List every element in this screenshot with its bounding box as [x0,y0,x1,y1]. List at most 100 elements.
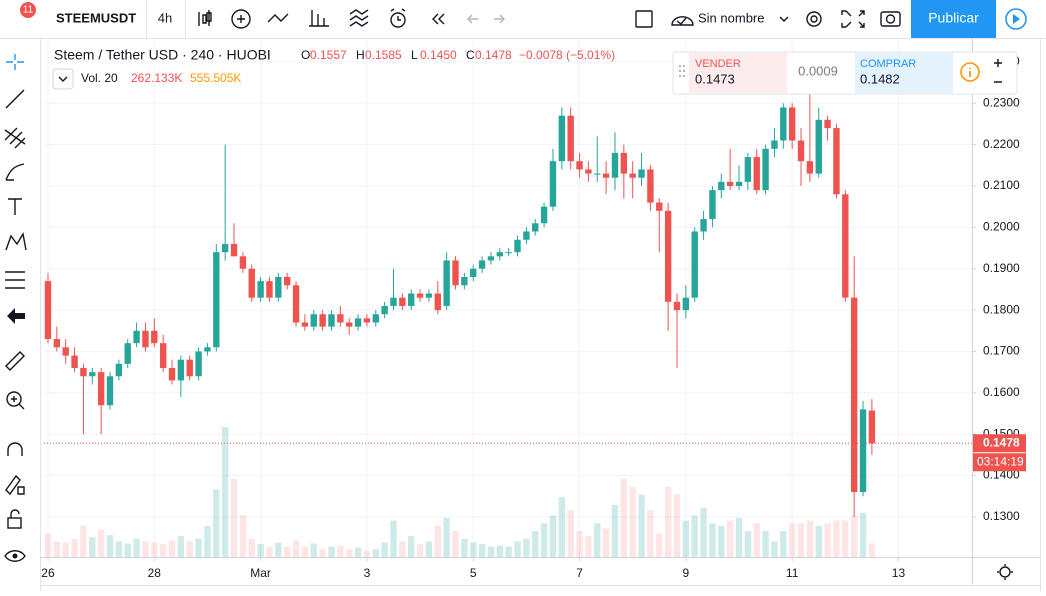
pattern-tool[interactable] [5,232,27,251]
volume-bar [319,549,326,557]
replay-icon[interactable] [432,13,445,25]
back-arrow[interactable] [7,308,25,324]
sell-price: 0.1473 [695,71,735,86]
volume-bar [452,531,459,557]
compare-icon[interactable] [267,13,289,23]
settings-gear[interactable] [999,566,1011,578]
stream-button[interactable] [1005,8,1027,30]
legend-toggle[interactable] [52,68,74,90]
cloud-icon[interactable] [671,16,694,26]
candle-body [656,202,663,211]
candle-body [248,268,255,298]
buy-label: COMPRAR [860,58,916,70]
candle-body [859,409,867,493]
snapshot-icon[interactable] [880,11,901,27]
alert-icon[interactable] [390,12,406,28]
lock-drawing-tool[interactable] [5,474,25,496]
candle-body [71,355,78,368]
x-tick-label: 13 [892,566,906,580]
brush-tool[interactable] [5,163,25,181]
candle-body [301,322,309,327]
prediction-tool[interactable] [5,271,25,289]
notification-badge[interactable] [20,2,36,18]
buy-button[interactable] [855,53,953,93]
templates-icon[interactable] [349,9,369,27]
axes: 0.13000.14000.15000.16000.17000.18000.19… [41,54,1026,580]
candle-body [567,115,574,162]
candle-body [824,119,831,129]
lock-tool[interactable] [7,517,22,529]
change: −0.0078 (−5.01%) [519,48,615,62]
x-tick-label: 5 [470,566,477,580]
magnet-tool[interactable] [7,442,23,456]
volume-bar [558,497,566,557]
volume-bar [673,494,681,557]
volume-bar [611,505,619,557]
buy-price: 0.1482 [860,71,900,86]
ohlc-key: C [466,48,475,62]
drag-handle[interactable] [679,65,685,77]
candle-body [381,305,388,315]
candle-body [496,252,503,257]
volume-bar [257,544,264,557]
alert-hands [390,8,406,21]
candle-body [292,285,300,323]
indicators-icon[interactable] [231,9,251,29]
candle-body [186,359,193,377]
dropdown-arrow[interactable] [779,16,789,22]
candle-body [461,276,468,286]
candle-body [523,231,530,240]
publish-label: Publicar [928,10,979,26]
volume-bar [505,546,512,557]
volume-bar [842,520,849,557]
interval[interactable]: 4h [158,10,172,25]
candle-body [673,301,681,311]
symbol[interactable]: STEEMUSDT [56,10,136,25]
candle-body [576,161,583,170]
candle-body [346,322,353,327]
candle-body [372,314,379,323]
fib-tool[interactable] [4,127,26,149]
volume-bar [470,542,477,557]
y-tick-label: 0.1600 [983,385,1020,399]
badge-count: 11 [23,5,34,16]
visibility-tool[interactable] [4,550,26,562]
zoom-buttons[interactable] [994,59,1002,83]
settings-icon[interactable] [806,11,822,27]
volume-bar [221,427,229,557]
y-tick-label: 0.2000 [983,220,1020,234]
volume-bar [850,515,858,557]
volume-bar [487,546,495,557]
spread: 0.0009 [798,63,838,78]
zoom-tool[interactable] [6,391,22,407]
undo-redo-icons[interactable] [467,14,505,24]
crosshair-tool[interactable] [6,54,24,70]
layout-icon[interactable] [635,10,653,28]
candle-body [133,330,140,344]
candle-body [106,376,114,406]
x-tick-label: 26 [41,566,55,580]
volume-bar [700,507,707,557]
layout-name[interactable]: Sin nombre [698,10,764,25]
info-icon[interactable] [960,62,980,82]
fullscreen-icon[interactable] [841,10,865,28]
volume-bar [44,533,52,557]
trendline-tool[interactable] [5,89,25,109]
publish-button[interactable] [911,0,996,38]
volume-bar [213,489,220,557]
top-toolbar [0,0,1046,38]
sell-button[interactable] [689,53,787,93]
volume-bar [726,520,734,557]
volume-bar [806,520,814,557]
volume-bar [868,543,876,557]
text-tool[interactable] [8,198,22,215]
settings-center [810,15,818,23]
candle-body [399,297,406,306]
chart-legend: Steem / Tether USD · 240 · HUOBI O 0.1557… [52,47,615,90]
ruler-tool[interactable] [5,351,25,371]
studies-icon[interactable] [309,10,329,27]
volume-bar [301,546,309,557]
chart-type-icon[interactable] [198,10,212,26]
volume-bar [354,547,362,557]
